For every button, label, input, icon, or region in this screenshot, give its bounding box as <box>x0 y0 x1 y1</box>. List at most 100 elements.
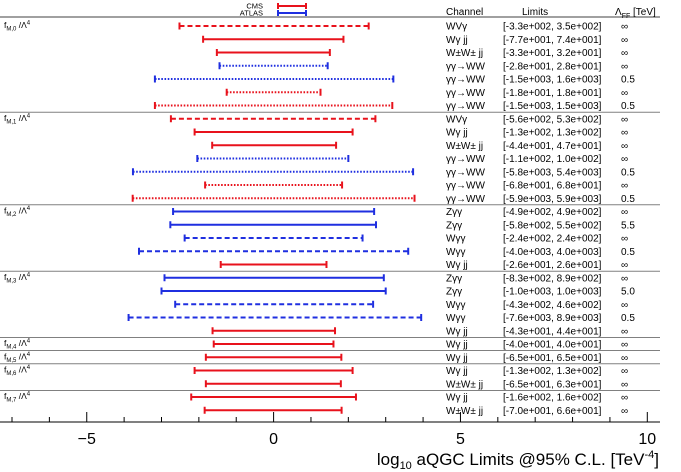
channel-label: Wγγ <box>446 247 465 258</box>
coefficient-label: fM,5 /Λ4 <box>4 351 31 364</box>
x-label-sup: -4 <box>644 449 654 461</box>
limits-value: [-1.8e+001, 1.8e+001] <box>503 88 602 99</box>
form-factor-value: ∞ <box>621 326 628 337</box>
coefficient-index: M,0 <box>6 27 17 33</box>
coefficient-unit: /Λ <box>16 206 27 216</box>
coefficient-name: f <box>4 20 7 30</box>
x-tick-label: 5 <box>456 431 465 448</box>
coefficient-index: M,1 <box>6 119 17 125</box>
coefficient-index: M,2 <box>6 212 17 218</box>
coefficient-unit: /Λ <box>16 20 27 30</box>
form-factor-value: 0.5 <box>621 313 635 324</box>
coefficient-power: 4 <box>27 21 31 27</box>
channel-label: γγ→WW <box>446 181 485 192</box>
limits-table: WVγ [-3.3e+002, 3.5e+002] ∞ Wγ jj [-7.7e+001… <box>446 22 635 417</box>
limits-value: [-6.5e+001, 6.3e+001] <box>503 379 602 390</box>
form-factor-value: ∞ <box>621 207 628 218</box>
coefficient-index: M,7 <box>6 398 17 404</box>
limits-value: [-4.3e+002, 4.6e+002] <box>503 300 602 311</box>
coefficient-power: 4 <box>27 272 31 278</box>
coefficient-power: 4 <box>27 365 31 371</box>
legend-label: ATLAS <box>240 9 263 18</box>
coefficient-unit: /Λ <box>16 351 27 361</box>
limits-value: [-4.0e+003, 4.0e+003] <box>503 247 602 258</box>
coefficient-name: f <box>4 351 7 361</box>
channel-label: Wγ jj <box>446 393 468 404</box>
limits-value: [-8.3e+002, 8.9e+002] <box>503 273 602 284</box>
channel-label: γγ→WW <box>446 61 485 72</box>
limits-value: [-5.9e+003, 5.9e+003] <box>503 194 602 205</box>
coefficient-power: 4 <box>27 339 31 345</box>
channel-label: Wγ jj <box>446 128 468 139</box>
channel-label: γγ→WW <box>446 88 485 99</box>
form-factor-value: ∞ <box>621 22 628 33</box>
coefficient-name: f <box>4 338 7 348</box>
limits-value: [-5.8e+002, 5.5e+002] <box>503 220 602 231</box>
coefficient-name: f <box>4 113 7 123</box>
form-factor-value: ∞ <box>621 406 628 417</box>
limits-value: [-1.6e+002, 1.6e+002] <box>503 393 602 404</box>
table-header: Channel Limits ΛFF [TeV] <box>446 7 656 20</box>
limits-value: [-6.5e+001, 6.5e+001] <box>503 353 602 364</box>
coefficient-index: M,5 <box>6 358 17 364</box>
channel-label: Wγ jj <box>446 326 468 337</box>
form-factor-value: ∞ <box>621 300 628 311</box>
form-factor-value: 0.5 <box>621 247 635 258</box>
coefficient-unit: /Λ <box>16 113 27 123</box>
coefficient-power: 4 <box>27 392 31 398</box>
limits-value: [-1.3e+002, 1.3e+002] <box>503 128 602 139</box>
form-factor-value: ∞ <box>621 61 628 72</box>
coefficient-label: fM,4 /Λ4 <box>4 338 31 351</box>
channel-label: Zγγ <box>446 207 462 218</box>
form-factor-value: ∞ <box>621 353 628 364</box>
coefficient-unit: /Λ <box>16 272 27 282</box>
coefficient-unit: /Λ <box>16 391 27 401</box>
coefficient-power: 4 <box>27 352 31 358</box>
form-factor-value: 5.5 <box>621 220 635 231</box>
header-lambda-sub: FF <box>622 13 631 20</box>
channel-label: γγ→WW <box>446 75 485 86</box>
coefficient-name: f <box>4 391 7 401</box>
limits-value: [-4.0e+001, 4.0e+001] <box>503 340 602 351</box>
channel-label: W±W± jj <box>446 48 483 59</box>
x-tick-label: 10 <box>638 431 656 448</box>
limits-value: [-6.8e+001, 6.8e+001] <box>503 181 602 192</box>
form-factor-value: 0.5 <box>621 75 635 86</box>
channel-label: γγ→WW <box>446 154 485 165</box>
form-factor-value: 0.5 <box>621 101 635 112</box>
channel-label: γγ→WW <box>446 101 485 112</box>
limits-value: [-2.8e+001, 2.8e+001] <box>503 61 602 72</box>
channel-label: Zγγ <box>446 287 462 298</box>
coefficient-name: f <box>4 206 7 216</box>
limits-value: [-1.5e+003, 1.6e+003] <box>503 75 602 86</box>
channel-label: Wγ jj <box>446 35 468 46</box>
coefficient-name: f <box>4 272 7 282</box>
coefficient-name: f <box>4 365 7 375</box>
channel-label: WVγ <box>446 114 467 125</box>
limits-value: [-1.1e+002, 1.0e+002] <box>503 154 602 165</box>
channel-label: Wγγ <box>446 234 465 245</box>
form-factor-value: ∞ <box>621 88 628 99</box>
form-factor-value: 0.5 <box>621 167 635 178</box>
limits-value: [-7.0e+001, 6.6e+001] <box>503 406 602 417</box>
channel-label: Wγ jj <box>446 366 468 377</box>
form-factor-value: ∞ <box>621 379 628 390</box>
limits-value: [-4.9e+002, 4.9e+002] <box>503 207 602 218</box>
limits-value: [-2.6e+001, 2.6e+001] <box>503 260 602 271</box>
limit-bars <box>127 22 423 414</box>
limits-value: [-1.3e+002, 1.3e+002] <box>503 366 602 377</box>
channel-label: W±W± jj <box>446 141 483 152</box>
form-factor-value: ∞ <box>621 154 628 165</box>
header-lambda-symbol: Λ <box>615 7 622 18</box>
form-factor-value: ∞ <box>621 35 628 46</box>
channel-label: Zγγ <box>446 220 462 231</box>
coefficient-unit: /Λ <box>16 365 27 375</box>
limits-value: [-5.6e+002, 5.3e+002] <box>503 114 602 125</box>
form-factor-value: ∞ <box>621 114 628 125</box>
channel-label: W±W± jj <box>446 379 483 390</box>
coefficient-index: M,6 <box>6 371 17 377</box>
